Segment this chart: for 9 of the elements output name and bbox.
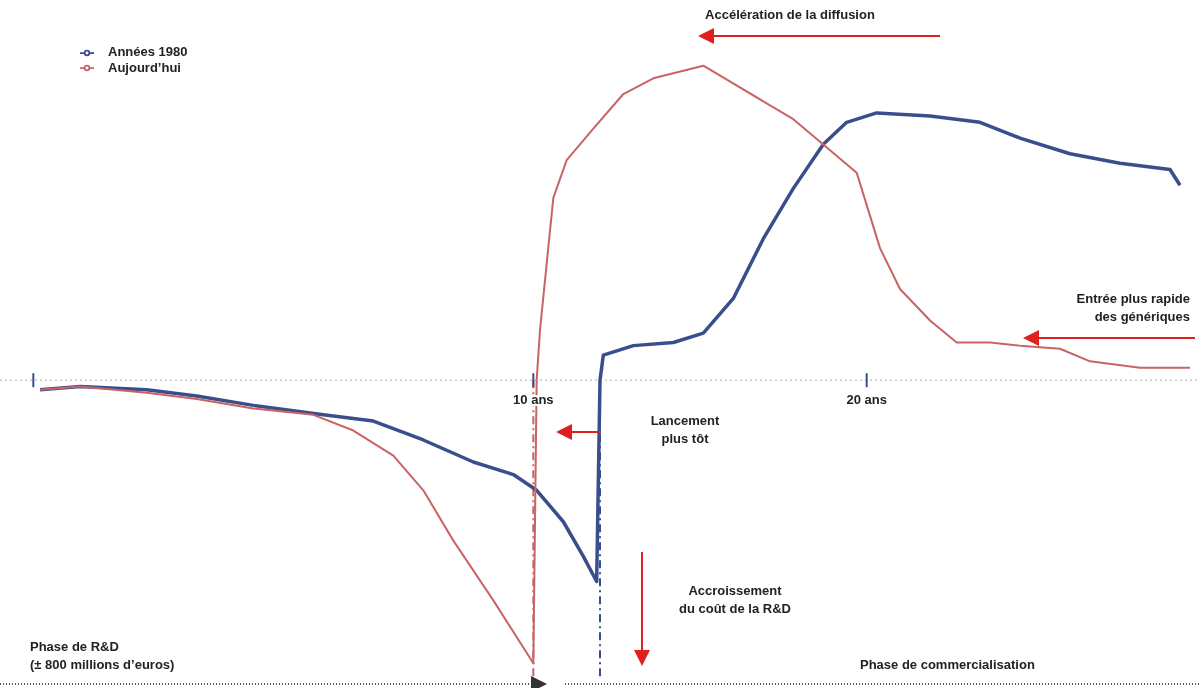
legend-label: Années 1980 (108, 44, 188, 59)
annotation: Accroissement du coût de la R&D (678, 582, 792, 618)
annotation: Lancement plus tôt (649, 412, 721, 448)
annotation: Phase de commercialisation (860, 656, 1036, 674)
annotation: Entrée plus rapide des génériques (1075, 290, 1190, 326)
x-tick-label: 20 ans (846, 392, 887, 408)
text: Accélération de la diffusion (704, 6, 876, 24)
annotation: Phase de R&D (± 800 millions d’euros) (30, 638, 176, 674)
legend-label: Aujourd’hui (108, 59, 181, 75)
